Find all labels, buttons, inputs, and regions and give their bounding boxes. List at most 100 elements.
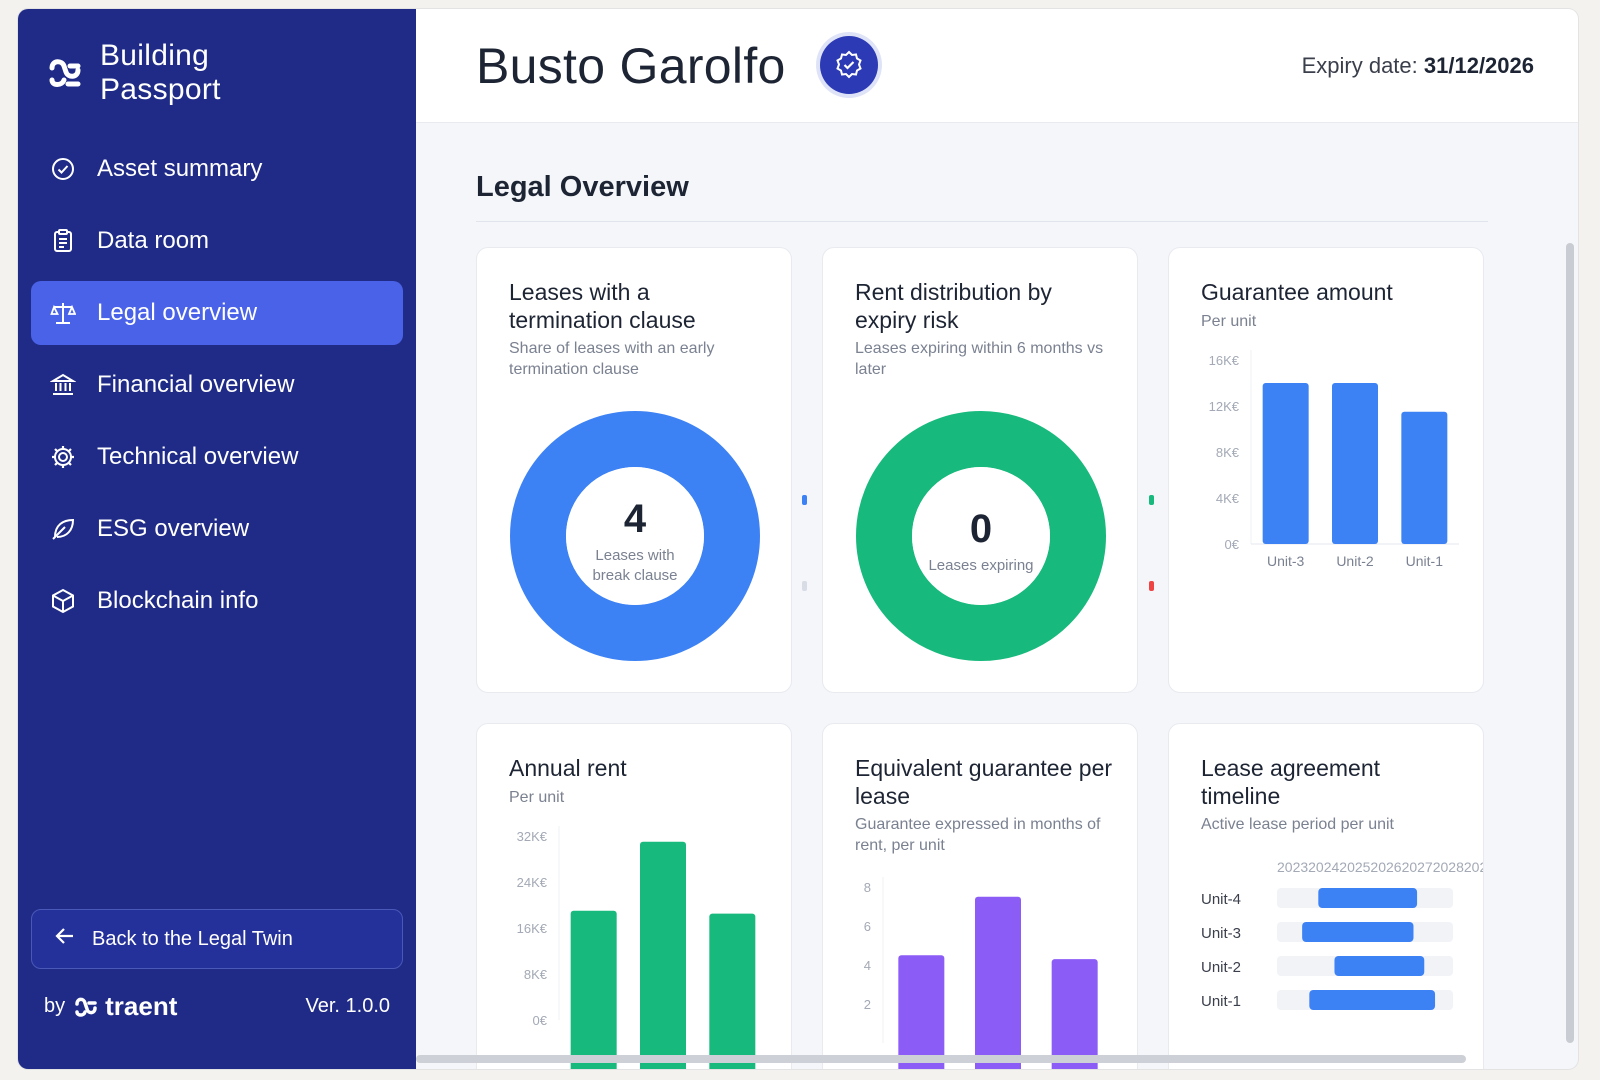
clipboard-icon: [49, 227, 77, 255]
card-subtitle: Share of leases with an early terminatio…: [509, 340, 715, 378]
donut-center-label: break clause: [592, 567, 677, 584]
scales-icon: [49, 299, 77, 327]
x-tick-label: Unit-3: [1267, 553, 1305, 569]
vertical-scrollbar[interactable]: [1566, 243, 1574, 1043]
lease-timeline-chart[interactable]: 2023202420252026202720282029203 Unit-4 Uni…: [1169, 724, 1484, 1069]
timeline-bar-unit-1: [1309, 990, 1436, 1010]
card-title: Equivalent guarantee per lease: [855, 755, 1113, 809]
timeline-row-label: Unit-3: [1201, 925, 1241, 942]
y-tick-label: 6: [864, 919, 871, 934]
sidebar-item-asset-summary[interactable]: Asset summary: [31, 137, 403, 201]
donut-center-label: Leases with: [595, 547, 674, 564]
app-window: Building Passport Asset summary Data roo…: [18, 9, 1578, 1069]
sidebar-item-label: ESG overview: [97, 515, 250, 542]
card-lease-timeline: Lease agreement timeline Active lease pe…: [1168, 723, 1484, 1069]
legend-marker-red: [1149, 581, 1154, 591]
donut-center-label: Leases expiring: [928, 557, 1033, 574]
bar-unit-1: [709, 913, 756, 1069]
sidebar-nav: Asset summary Data room Legal overview F…: [31, 137, 403, 641]
sidebar-item-data-room[interactable]: Data room: [31, 209, 403, 273]
donut-ring: [510, 411, 760, 661]
bar-unit-3: [570, 910, 617, 1069]
guarantee-bar-chart[interactable]: 0€ 4K€ 8K€ 12K€ 16K€ Unit-3 Unit-2 Unit-1: [1169, 248, 1484, 693]
brand-name: Building Passport: [100, 39, 221, 107]
y-tick-label: 4: [864, 958, 871, 973]
donut-hole: [566, 467, 704, 605]
bar-unit-2: [640, 841, 686, 1069]
expiry-date: Expiry date: 31/12/2026: [1302, 53, 1534, 79]
verified-check-icon: [836, 50, 862, 79]
sidebar-item-label: Financial overview: [97, 371, 295, 398]
timeline-row-label: Unit-2: [1201, 959, 1241, 976]
page-title: Busto Garolfo: [476, 38, 786, 94]
sidebar-item-legal-overview[interactable]: Legal overview: [31, 281, 403, 345]
card-title: Guarantee amount: [1201, 279, 1393, 305]
termination-donut-chart[interactable]: 4 Leases with break clause: [477, 248, 792, 693]
donut-ring: [856, 411, 1106, 661]
back-to-legal-twin-button[interactable]: Back to the Legal Twin: [31, 909, 403, 969]
equivalent-guarantee-bar-chart[interactable]: 2 4 6 8: [823, 724, 1138, 1069]
sidebar: Building Passport Asset summary Data roo…: [18, 9, 416, 1069]
y-tick-label: 0€: [1225, 537, 1240, 552]
y-tick-label: 8K€: [524, 967, 548, 982]
brand[interactable]: Building Passport: [44, 39, 221, 107]
bank-icon: [49, 371, 77, 399]
card-title: Annual rent: [509, 755, 627, 781]
donut-center-value: 0: [970, 507, 992, 551]
timeline-bar-unit-4: [1318, 888, 1418, 908]
card-subtitle: Leases expiring within 6 months vs later: [855, 340, 1104, 378]
verified-badge[interactable]: [820, 36, 878, 94]
card-expiry-risk: Rent distribution by expiry risk Leases …: [822, 247, 1138, 693]
donut-center-value: 4: [624, 497, 647, 541]
card-title: Rent distribution by expiry risk: [855, 279, 1052, 333]
x-tick-label: Unit-1: [1406, 553, 1444, 569]
building-passport-logo-icon: [49, 59, 81, 87]
x-tick-label: Unit-2: [1336, 553, 1374, 569]
traent-logo[interactable]: traent: [73, 991, 177, 1022]
card-termination-clause: Leases with a termination clause Share o…: [476, 247, 792, 693]
sidebar-item-technical-overview[interactable]: Technical overview: [31, 425, 403, 489]
horizontal-scrollbar[interactable]: [416, 1055, 1466, 1063]
y-tick-label: 32K€: [517, 829, 548, 844]
card-subtitle: Per unit: [1201, 313, 1257, 330]
expiry-value: 31/12/2026: [1423, 53, 1534, 78]
card-title: Lease agreement timeline: [1201, 755, 1381, 809]
traent-brand-text: traent: [105, 991, 178, 1021]
brand-line-2: Passport: [100, 73, 221, 106]
sidebar-item-label: Asset summary: [97, 155, 263, 182]
main-content: Legal Overview Leases with a termination…: [416, 123, 1578, 1069]
back-button-label: Back to the Legal Twin: [92, 927, 293, 950]
card-subtitle: Guarantee expressed in months of rent, p…: [855, 816, 1101, 854]
expiry-label: Expiry date:: [1301, 53, 1418, 78]
card-equivalent-guarantee: Equivalent guarantee per lease Guarantee…: [822, 723, 1138, 1069]
bar-unit-3: [898, 955, 945, 1069]
donut-hole: [912, 467, 1050, 605]
annual-rent-bar-chart[interactable]: 0€ 8K€ 16K€ 24K€ 32K€: [477, 724, 792, 1069]
cube-icon: [49, 587, 77, 615]
traent-logo-icon: [75, 997, 97, 1017]
timeline-bar-unit-3: [1302, 922, 1414, 942]
bar-unit-1: [1401, 411, 1448, 544]
card-annual-rent: Annual rent Per unit 0€ 8K€ 16K€ 24K€ 32K€: [476, 723, 792, 1069]
brand-line-1: Building: [100, 39, 210, 72]
gear-icon: [49, 443, 77, 471]
section-title: Legal Overview: [476, 171, 689, 203]
y-tick-label: 16K€: [1209, 353, 1240, 368]
timeline-bar-unit-2: [1334, 956, 1425, 976]
arrow-left-icon: [54, 925, 76, 953]
check-circle-icon: [49, 155, 77, 183]
legend-marker-green: [1149, 495, 1154, 505]
bar-unit-2: [975, 896, 1021, 1069]
card-subtitle: Active lease period per unit: [1201, 816, 1394, 833]
sidebar-item-label: Blockchain info: [97, 587, 259, 614]
sidebar-item-blockchain-info[interactable]: Blockchain info: [31, 569, 403, 633]
y-tick-label: 0€: [533, 1013, 548, 1028]
expiry-donut-chart[interactable]: 0 Leases expiring: [823, 248, 1138, 693]
sidebar-item-esg-overview[interactable]: ESG overview: [31, 497, 403, 561]
sidebar-item-financial-overview[interactable]: Financial overview: [31, 353, 403, 417]
y-tick-label: 16K€: [517, 921, 548, 936]
version-label: Ver. 1.0.0: [305, 995, 390, 1017]
y-tick-label: 8K€: [1216, 445, 1240, 460]
legend-marker-gray: [802, 581, 807, 591]
sidebar-item-label: Data room: [97, 227, 210, 254]
